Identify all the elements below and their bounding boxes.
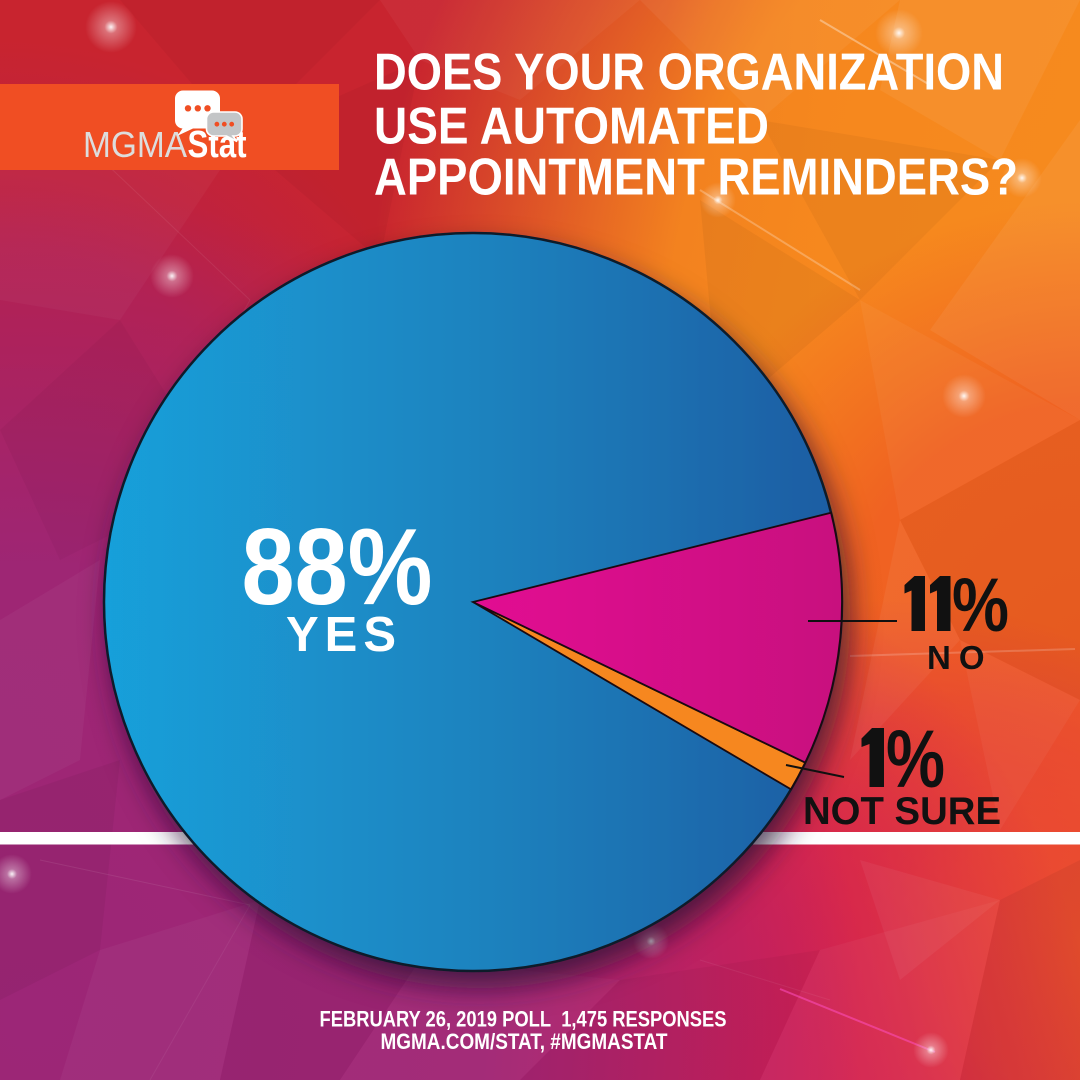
svg-text:NOT SURE: NOT SURE [803,790,1001,833]
svg-text:YES: YES [286,608,402,662]
svg-text:MGMA.COM/STAT, #MGMASTAT: MGMA.COM/STAT, #MGMASTAT [381,1029,668,1054]
svg-text:APPOINTMENT REMINDERS?: APPOINTMENT REMINDERS? [374,149,1018,207]
svg-text:%: % [952,563,1009,648]
svg-text:DOES YOUR ORGANIZATION: DOES YOUR ORGANIZATION [374,44,1004,102]
svg-text:%: % [886,714,945,805]
svg-text:USE AUTOMATED: USE AUTOMATED [374,98,769,156]
svg-text:88%: 88% [242,506,433,628]
svg-text:FEBRUARY 26, 2019 POLL 1,475: FEBRUARY 26, 2019 POLL 1,475 RESPONSES [320,1007,727,1032]
svg-text:MGMA: MGMA [83,124,187,165]
svg-text:NO: NO [927,639,993,676]
